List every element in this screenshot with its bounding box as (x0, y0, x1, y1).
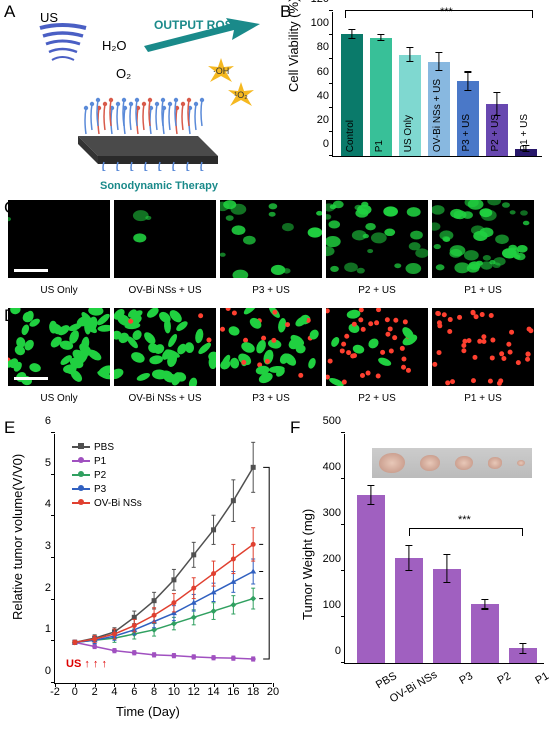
sdt-caption: Sonodynamic Therapy (100, 180, 218, 192)
us-arrows-label: US ↑ ↑ ↑ (66, 658, 107, 670)
bar (395, 558, 423, 663)
ultrasound-icon (32, 20, 92, 70)
output-label: OUTPUT ROS (154, 18, 233, 32)
chart-e-ylabel: Relative tumor volume(V/V0) (10, 454, 25, 620)
panel-e-chart: Relative tumor volume(V/V0) Time (Day) *… (6, 420, 284, 720)
micrograph-label: P1 + US (432, 285, 534, 296)
micrograph-label: P2 + US (326, 393, 428, 404)
svg-text:***: *** (268, 563, 273, 575)
micrograph-label: P3 + US (220, 393, 322, 404)
micrograph (432, 200, 534, 278)
bar-label: P1 + US (519, 114, 530, 152)
micrograph-label: P1 + US (432, 393, 534, 404)
nanosheet-icon (68, 76, 218, 171)
panel-d-labels: US Only OV-Bi NSs + US P3 + US P2 + US P1 + … (8, 388, 546, 406)
micrograph-label: OV-Bi NSs + US (114, 393, 216, 404)
bar (370, 38, 392, 156)
micrograph (220, 200, 322, 278)
micrograph-label: US Only (8, 393, 110, 404)
star-o2-icon: ¹O₂ (224, 80, 258, 110)
bar-label: P3 + US (461, 114, 472, 152)
chart-b-ylabel: Cell Viability (%) (286, 0, 301, 92)
panel-f-chart: Tumor Weight (mg) 0100200300400500PBSOV-… (294, 420, 550, 720)
tumor-photo (372, 448, 532, 478)
panel-d-images (8, 308, 546, 386)
chart-e-legend: PBSP1P2P3OV-Bi NSs (72, 440, 142, 510)
panel-b-chart: Cell Viability (%) 020406080100120Contro… (282, 2, 550, 196)
bar (433, 569, 461, 663)
micrograph-label: P2 + US (326, 285, 428, 296)
panel-a-schematic: US H₂O O₂ OUTPUT ROS ·OH ¹O₂ Sonodynamic… (8, 8, 274, 196)
chart-e-xlabel: Time (Day) (116, 704, 180, 719)
bar (357, 495, 385, 663)
micrograph (8, 200, 110, 278)
bar-label: OV-Bi NSs + US (432, 79, 443, 152)
bar-label: P1 (374, 140, 385, 152)
chart-f-ylabel: Tumor Weight (mg) (300, 509, 315, 620)
svg-text:·OH: ·OH (213, 66, 230, 76)
panel-c-images (8, 200, 546, 278)
panel-c-labels: US Only OV-Bi NSs + US P3 + US P2 + US P1 + … (8, 280, 546, 298)
svg-text:¹O₂: ¹O₂ (234, 90, 248, 100)
bar (471, 604, 499, 663)
micrograph (326, 200, 428, 278)
micrograph-label: P3 + US (220, 285, 322, 296)
micrograph (114, 200, 216, 278)
micrograph (326, 308, 428, 386)
micrograph (8, 308, 110, 386)
bar-label: P2 + US (490, 114, 501, 152)
panel-c-row: US Only OV-Bi NSs + US P3 + US P2 + US P1 + … (8, 200, 546, 298)
micrograph (220, 308, 322, 386)
h2o-label: H₂O (102, 38, 127, 53)
micrograph-label: OV-Bi NSs + US (114, 285, 216, 296)
chart-b-plot: 020406080100120ControlP1US OnlyOV-Bi NSs… (332, 12, 542, 157)
bar (509, 648, 537, 663)
micrograph-label: US Only (8, 285, 110, 296)
micrograph (114, 308, 216, 386)
bar-label: Control (345, 120, 356, 152)
us-label: US (40, 10, 58, 25)
chart-b-sig: *** (440, 6, 453, 18)
micrograph (432, 308, 534, 386)
panel-d-row: US Only OV-Bi NSs + US P3 + US P2 + US P1 + … (8, 308, 546, 406)
bar-label: US Only (403, 115, 414, 152)
